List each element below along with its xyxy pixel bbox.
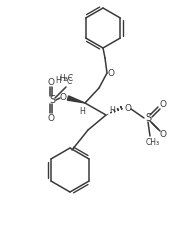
Text: O: O [48, 114, 54, 123]
Text: O: O [125, 104, 131, 113]
Polygon shape [117, 108, 118, 111]
Text: S: S [145, 113, 151, 123]
Text: O: O [60, 92, 66, 102]
Text: H: H [109, 106, 115, 115]
Text: O: O [159, 100, 167, 109]
Text: S: S [49, 95, 55, 105]
Polygon shape [121, 106, 122, 109]
Text: H₃C: H₃C [59, 73, 73, 82]
Polygon shape [67, 96, 85, 103]
Text: C: C [66, 76, 72, 85]
Text: O: O [108, 68, 114, 77]
Text: O: O [159, 129, 167, 138]
Polygon shape [114, 110, 115, 112]
Text: H: H [55, 75, 61, 84]
Text: CH₃: CH₃ [146, 137, 160, 146]
Text: 3: 3 [62, 76, 66, 81]
Text: O: O [48, 77, 54, 86]
Text: H: H [79, 107, 85, 116]
